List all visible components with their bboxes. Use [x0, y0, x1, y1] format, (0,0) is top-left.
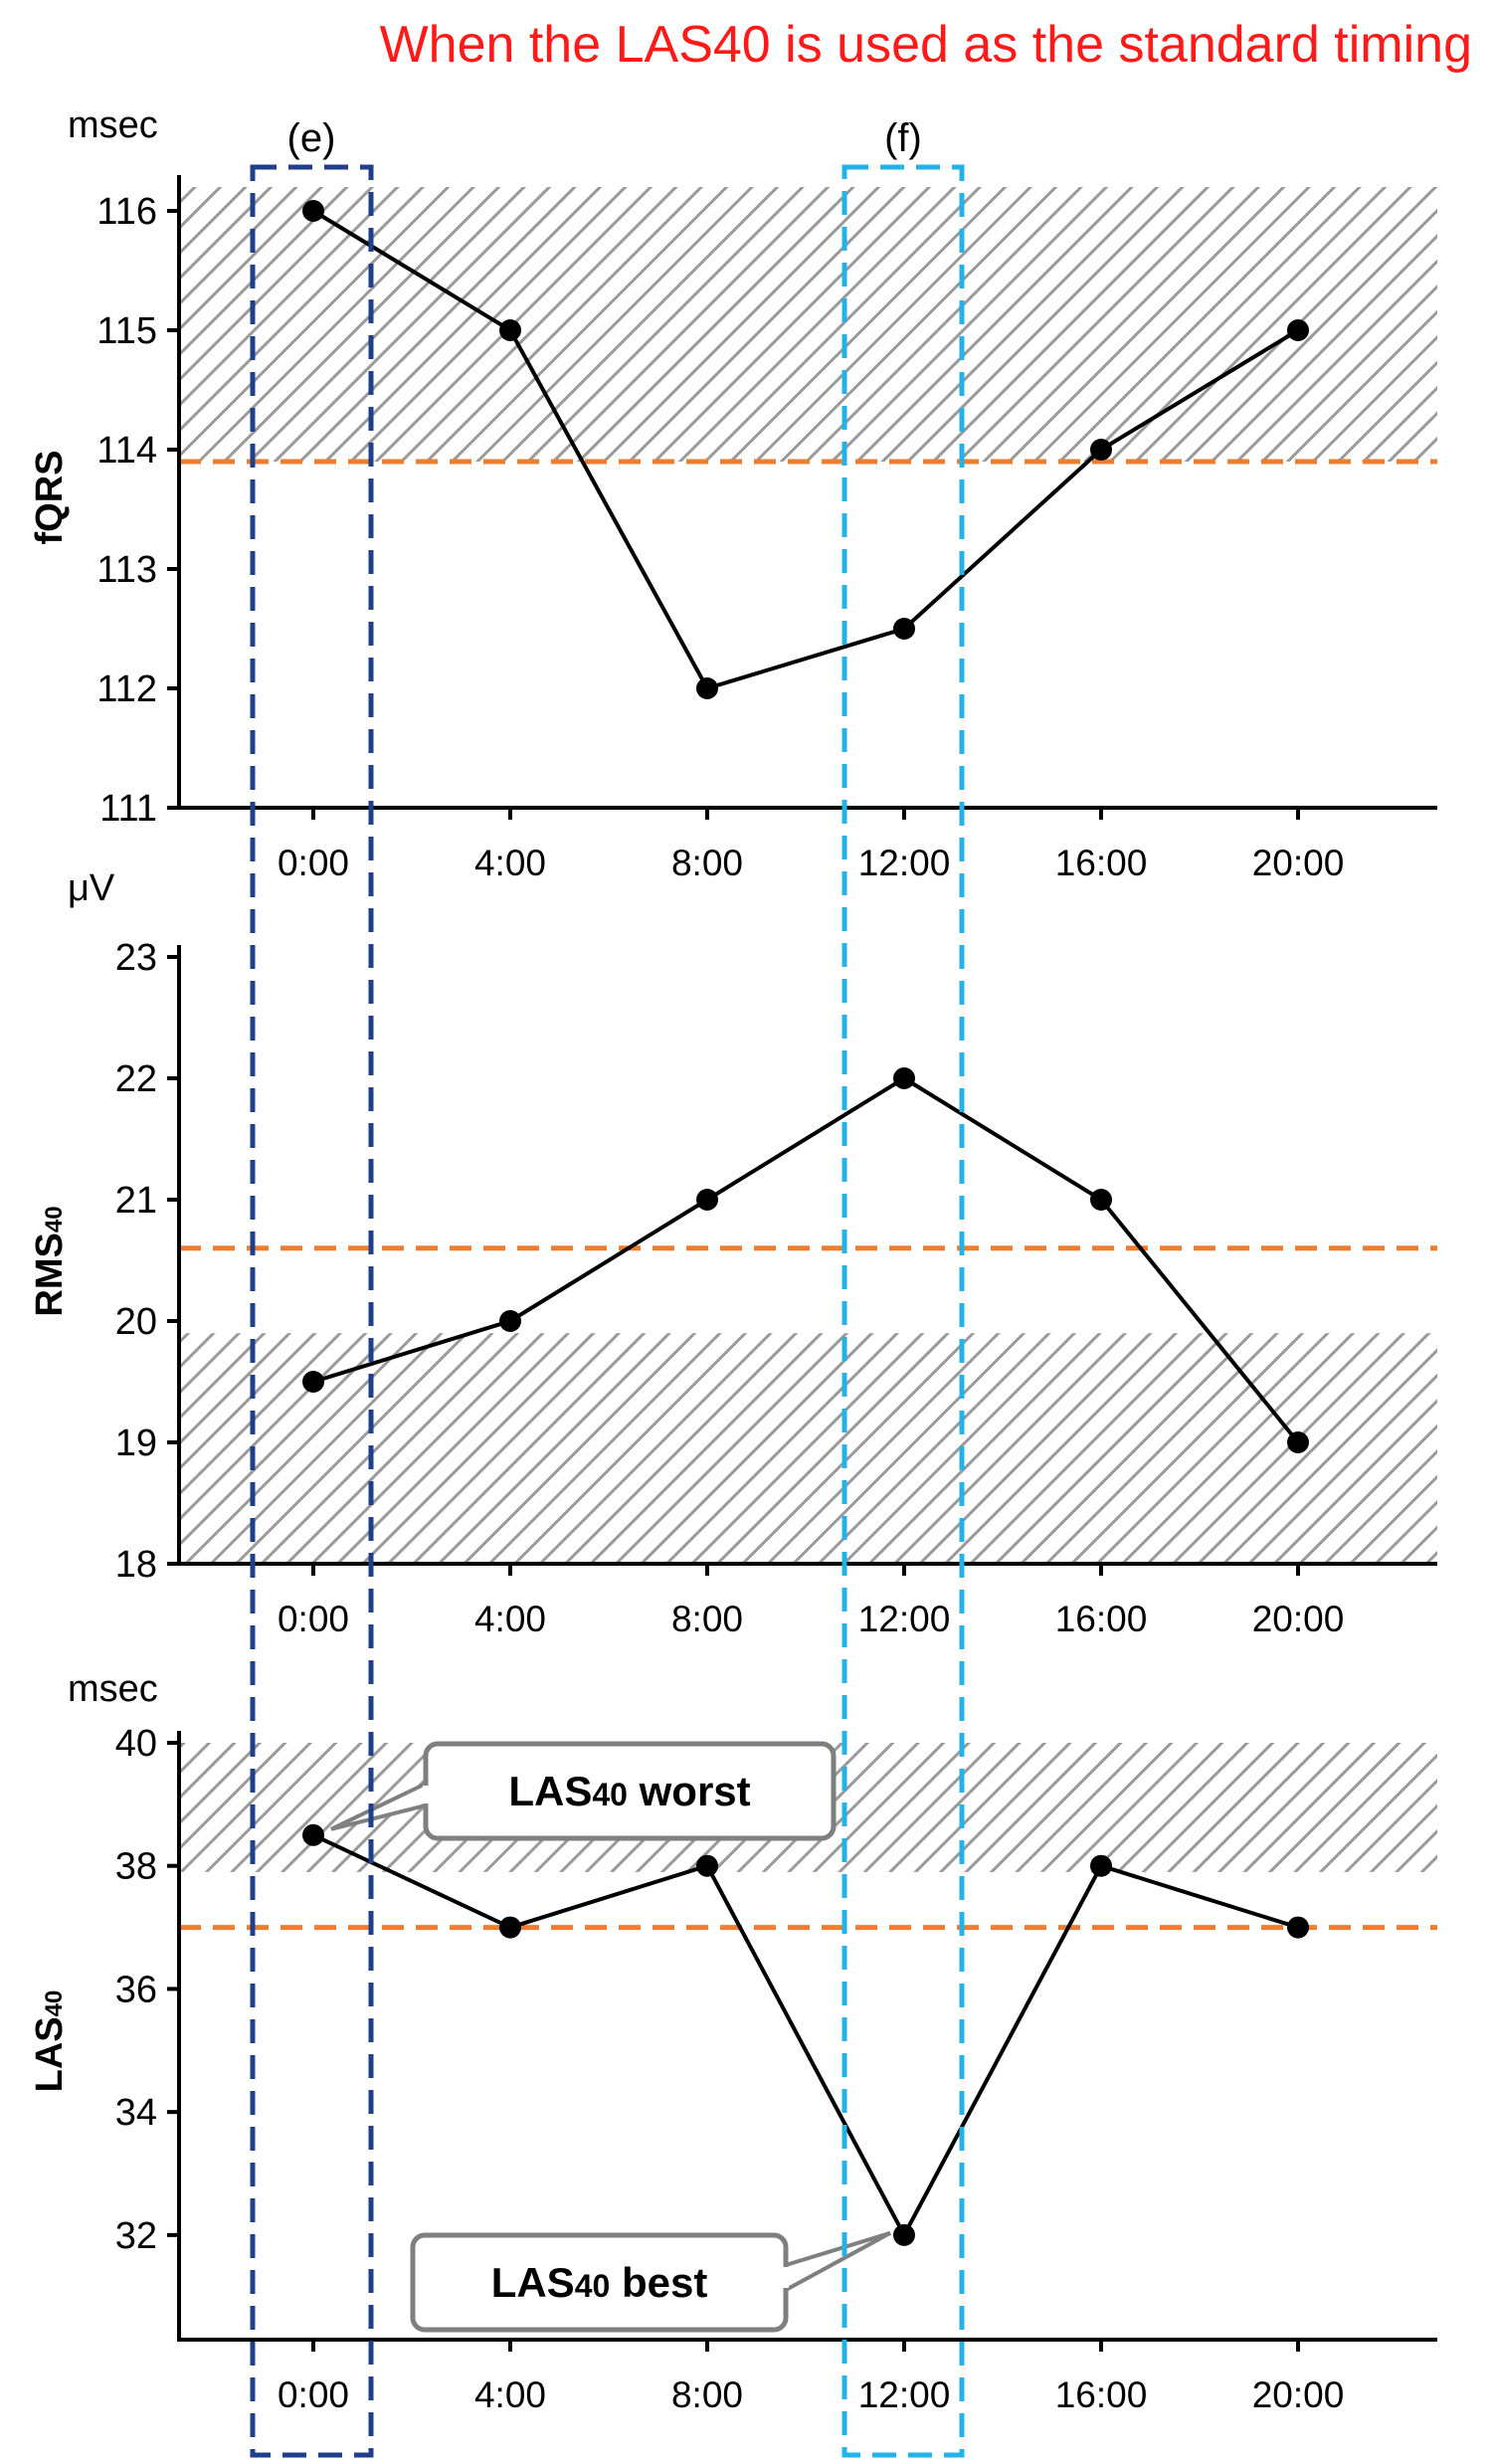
data-point-20:00 [1287, 319, 1309, 341]
chart-panel-1: 111 112 113 114 115 116 0:00 4:00 8:00 12:00 16:00… [29, 104, 1437, 883]
x-tick-label: 12:00 [858, 843, 951, 883]
x-tick-label: 16:00 [1055, 1599, 1148, 1639]
x-tick-label: 8:00 [671, 2374, 743, 2415]
y-unit-label: μV [68, 867, 115, 909]
highlight-box-border [841, 164, 965, 2458]
y-tick-label: 38 [115, 1846, 157, 1888]
x-tick-label: 8:00 [671, 843, 743, 883]
highlight-box-label: (e) [287, 116, 336, 160]
y-axis-label-main: fQRS [29, 451, 71, 545]
chart-panels: 111 112 113 114 115 116 0:00 4:00 8:00 12:00 16:00… [29, 104, 1437, 2415]
data-point-8:00 [696, 1854, 718, 1877]
data-point-12:00 [893, 2223, 915, 2246]
y-axis-label-main: RMS [29, 1232, 71, 1316]
x-tick-label: 4:00 [474, 843, 546, 883]
y-tick-label: 114 [96, 430, 157, 472]
series-line [311, 209, 1300, 691]
figure-title: When the LAS40 is used as the standard t… [380, 16, 1472, 74]
series-line [312, 1832, 1299, 2240]
data-point-20:00 [1287, 1431, 1309, 1453]
data-point-4:00 [499, 1916, 521, 1939]
y-tick-label: 112 [96, 668, 157, 710]
y-tick-label: 113 [96, 549, 157, 591]
callout-text-main: LAS [491, 2259, 575, 2306]
data-point-20:00 [1287, 1916, 1309, 1939]
y-tick-label: 22 [115, 1058, 157, 1100]
data-point-8:00 [696, 1189, 718, 1211]
callout-text-suffix: best [610, 2259, 707, 2306]
data-point-0:00 [302, 1823, 324, 1846]
chart-panel-2: 18 19 20 21 22 23 0:00 4:00 8:00 12:00 16:00 20:00 μ… [29, 867, 1437, 1639]
highlight-box-0:00: (e) [250, 116, 374, 2458]
series-line [312, 1075, 1300, 1444]
callout-text-subscript: 40 [575, 2268, 611, 2304]
y-tick-label: 40 [115, 1723, 157, 1765]
callout-text-subscript: 40 [592, 1777, 628, 1812]
y-axis-label-subscript: 40 [41, 1206, 68, 1232]
x-tick-label: 16:00 [1055, 2374, 1148, 2415]
y-axis-label: fQRS [29, 451, 71, 545]
x-tick-label: 0:00 [278, 1599, 349, 1639]
y-tick-label: 36 [115, 1969, 157, 2010]
y-tick-label: 34 [115, 2092, 157, 2134]
data-point-8:00 [696, 677, 718, 699]
y-tick-label: 23 [115, 937, 157, 979]
highlight-box-12:00: (f) [841, 116, 965, 2458]
x-tick-label: 12:00 [858, 1599, 951, 1639]
x-tick-label: 0:00 [278, 843, 349, 883]
y-axis-label: LAS40 [29, 1990, 71, 2093]
y-axis-label-main: LAS [29, 2016, 71, 2092]
x-tick-label: 4:00 [474, 1599, 546, 1639]
y-unit-label: msec [68, 104, 158, 146]
y-tick-label: 19 [115, 1422, 157, 1464]
data-point-4:00 [499, 319, 521, 341]
data-point-16:00 [1090, 439, 1112, 461]
y-tick-label: 116 [96, 191, 157, 233]
data-point-16:00 [1090, 1189, 1112, 1211]
data-point-16:00 [1090, 1854, 1112, 1877]
y-axis-label: RMS40 [29, 1206, 71, 1316]
callout-text-suffix: worst [628, 1768, 751, 1814]
abnormal-region-hatch [179, 1333, 1437, 1564]
y-axis-label-subscript: 40 [41, 1990, 68, 2017]
callout-text: LAS40 best [491, 2259, 708, 2306]
x-tick-label: 20:00 [1252, 843, 1345, 883]
x-tick-label: 4:00 [474, 2374, 546, 2415]
callout-text: LAS40 worst [508, 1768, 750, 1814]
callout-text-main: LAS [508, 1768, 592, 1814]
x-tick-label: 20:00 [1252, 2374, 1345, 2415]
y-tick-label: 21 [115, 1180, 157, 1222]
abnormal-region-hatch [179, 187, 1437, 462]
y-tick-label: 18 [115, 1544, 157, 1586]
x-tick-label: 12:00 [858, 2374, 951, 2415]
x-tick-label: 8:00 [671, 1599, 743, 1639]
x-tick-label: 20:00 [1252, 1599, 1345, 1639]
data-point-0:00 [302, 200, 324, 222]
data-point-12:00 [893, 1067, 915, 1089]
data-point-4:00 [499, 1310, 521, 1332]
y-tick-label: 32 [115, 2215, 157, 2257]
callout-worst: LAS40 worst [330, 1741, 837, 1841]
highlight-box-border [250, 164, 374, 2458]
y-tick-label: 111 [99, 788, 157, 830]
y-unit-label: msec [68, 1668, 158, 1710]
data-point-0:00 [302, 1371, 324, 1393]
callout-pointer [784, 2230, 891, 2294]
data-point-12:00 [893, 618, 915, 640]
y-tick-label: 20 [115, 1301, 157, 1343]
highlight-box-label: (f) [884, 116, 922, 160]
chart-panel-3: 32 34 36 38 40 0:00 4:00 8:00 12:00 16:00 20:00 mse… [29, 1668, 1437, 2415]
callout-best: LAS40 best [410, 2230, 891, 2333]
x-tick-label: 0:00 [278, 2374, 349, 2415]
highlight-boxes: (e) (f) [250, 116, 965, 2458]
x-tick-label: 16:00 [1055, 843, 1148, 883]
y-tick-label: 115 [96, 310, 157, 352]
